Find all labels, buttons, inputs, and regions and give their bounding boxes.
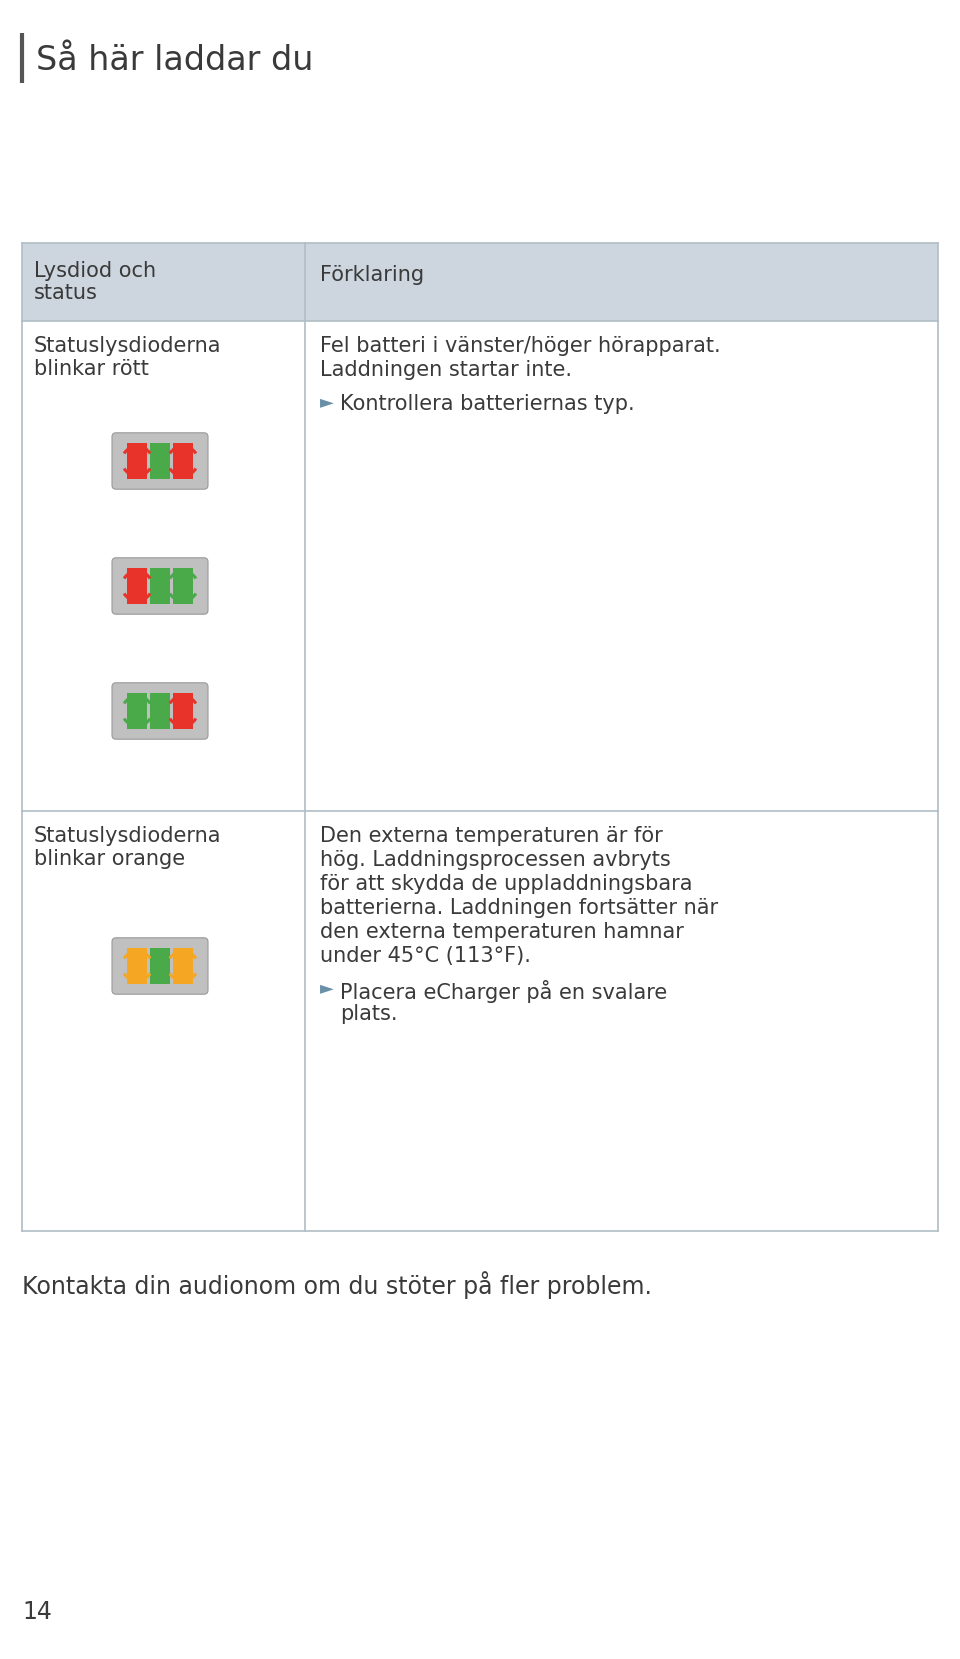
- Text: Placera eCharger på en svalare: Placera eCharger på en svalare: [340, 979, 667, 1002]
- Text: batterierna. Laddningen fortsätter när: batterierna. Laddningen fortsätter när: [320, 898, 718, 917]
- FancyBboxPatch shape: [151, 567, 170, 604]
- FancyBboxPatch shape: [128, 947, 147, 984]
- FancyBboxPatch shape: [112, 557, 208, 614]
- FancyBboxPatch shape: [151, 947, 170, 984]
- FancyBboxPatch shape: [151, 443, 170, 479]
- FancyBboxPatch shape: [173, 692, 193, 730]
- Text: blinkar rött: blinkar rött: [34, 358, 149, 378]
- FancyBboxPatch shape: [128, 692, 147, 730]
- Text: ►: ►: [320, 979, 334, 997]
- Text: 14: 14: [22, 1599, 52, 1624]
- Text: Laddningen startar inte.: Laddningen startar inte.: [320, 360, 572, 380]
- Text: ►: ►: [320, 393, 334, 411]
- Text: blinkar orange: blinkar orange: [34, 849, 185, 869]
- Text: Förklaring: Förklaring: [320, 265, 424, 285]
- Text: för att skydda de uppladdningsbara: för att skydda de uppladdningsbara: [320, 874, 692, 894]
- Text: Fel batteri i vänster/höger hörapparat.: Fel batteri i vänster/höger hörapparat.: [320, 337, 721, 357]
- FancyBboxPatch shape: [128, 567, 147, 604]
- FancyBboxPatch shape: [151, 692, 170, 730]
- Text: status: status: [34, 284, 98, 304]
- Text: Så här laddar du: Så här laddar du: [36, 43, 313, 76]
- Text: Lysdiod och: Lysdiod och: [34, 260, 156, 280]
- FancyBboxPatch shape: [173, 443, 193, 479]
- Text: Kontakta din audionom om du stöter på fler problem.: Kontakta din audionom om du stöter på fl…: [22, 1271, 652, 1299]
- FancyBboxPatch shape: [112, 684, 208, 740]
- FancyBboxPatch shape: [112, 937, 208, 994]
- FancyBboxPatch shape: [173, 947, 193, 984]
- FancyBboxPatch shape: [128, 443, 147, 479]
- Text: Statuslysdioderna: Statuslysdioderna: [34, 826, 222, 846]
- Text: Kontrollera batteriernas typ.: Kontrollera batteriernas typ.: [340, 393, 635, 413]
- FancyBboxPatch shape: [173, 567, 193, 604]
- FancyBboxPatch shape: [22, 242, 938, 320]
- Text: under 45°C (113°F).: under 45°C (113°F).: [320, 946, 531, 966]
- Text: plats.: plats.: [340, 1004, 397, 1024]
- Text: den externa temperaturen hamnar: den externa temperaturen hamnar: [320, 922, 684, 942]
- Text: Statuslysdioderna: Statuslysdioderna: [34, 337, 222, 357]
- FancyBboxPatch shape: [112, 433, 208, 489]
- Text: hög. Laddningsprocessen avbryts: hög. Laddningsprocessen avbryts: [320, 849, 671, 869]
- Text: Den externa temperaturen är för: Den externa temperaturen är för: [320, 826, 662, 846]
